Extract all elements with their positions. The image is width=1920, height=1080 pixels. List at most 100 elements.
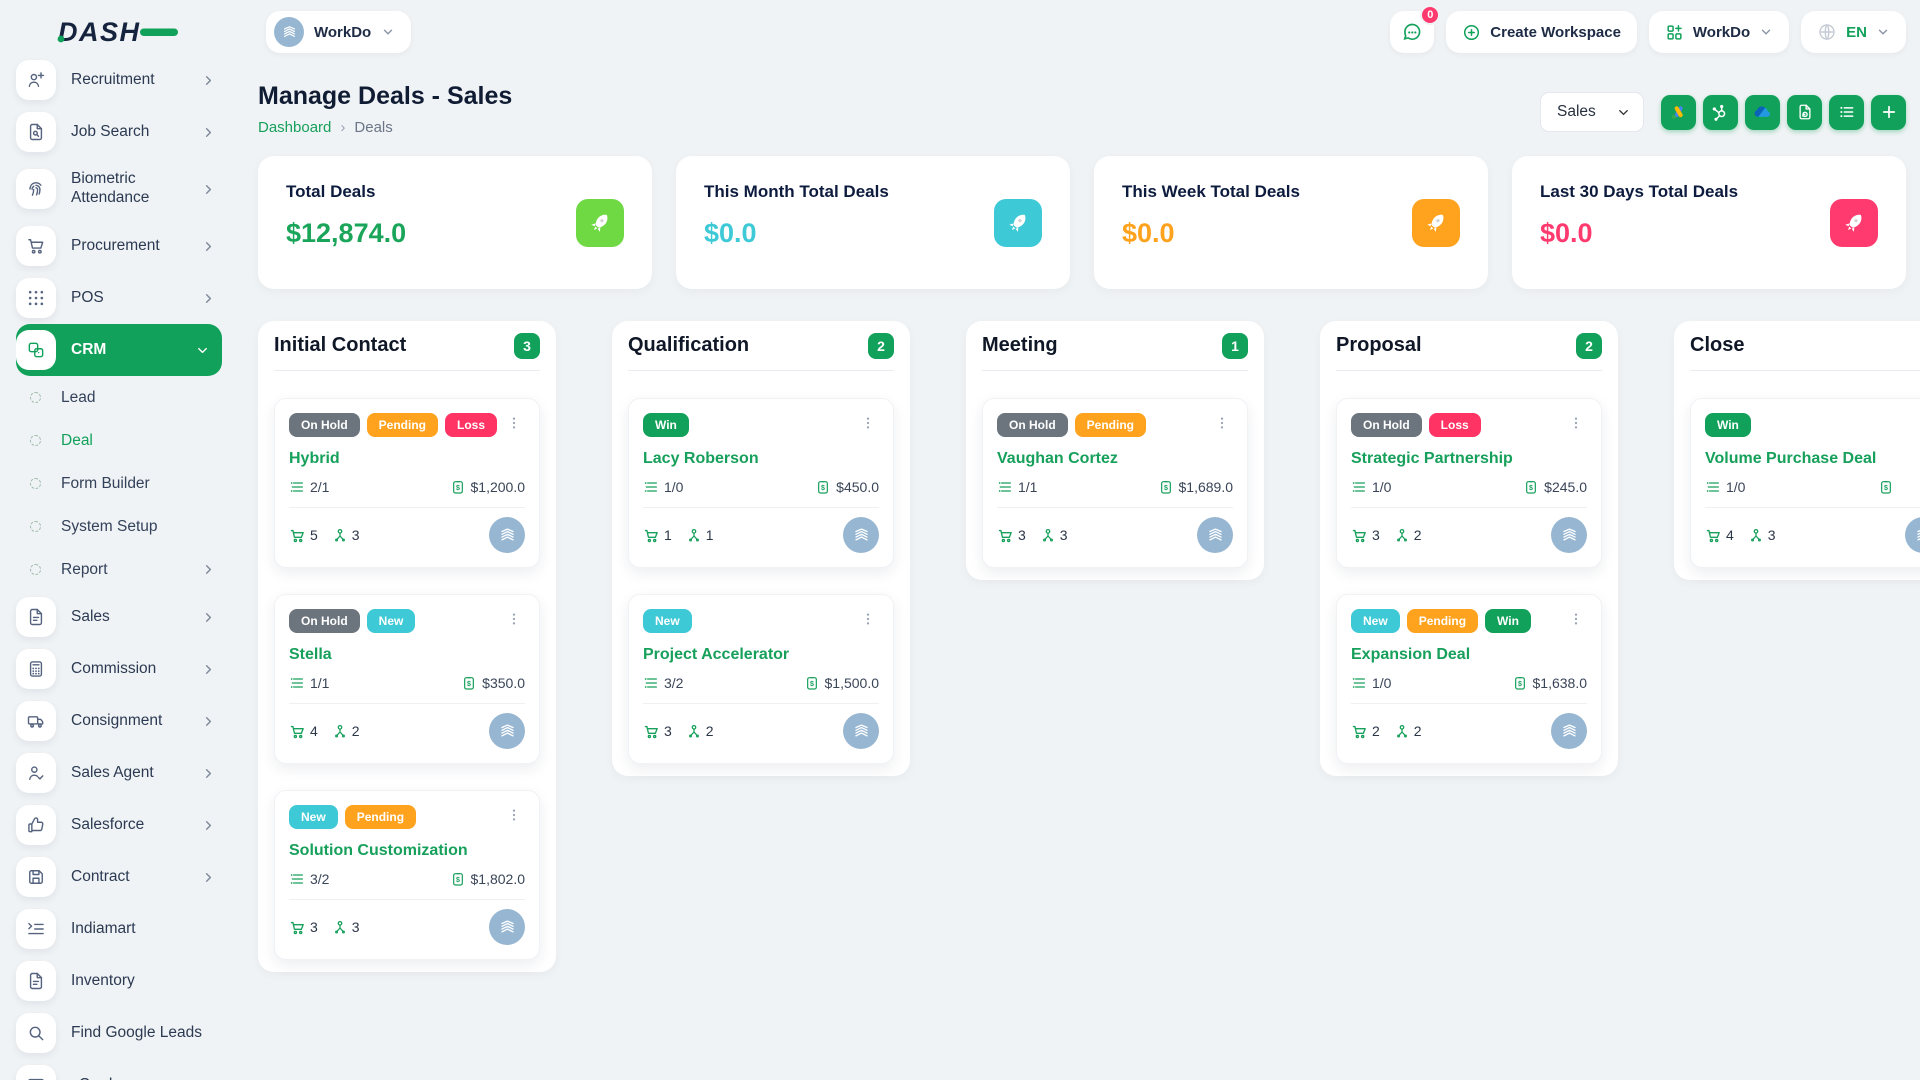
sidebar-item-salesforce[interactable]: Salesforce	[16, 799, 228, 851]
sidebar-item-find-google-leads[interactable]: Find Google Leads	[16, 1007, 228, 1059]
assignee-avatar[interactable]	[1551, 713, 1587, 749]
status-badge: Pending	[366, 413, 439, 437]
sidebar-subitem-system-setup[interactable]: System Setup	[16, 505, 228, 548]
workspace-switcher[interactable]: WorkDo	[1648, 11, 1790, 53]
sidebar-item-inventory[interactable]: Inventory	[16, 955, 228, 1007]
thumbs-up-icon	[16, 805, 56, 845]
onedrive-button[interactable]	[1745, 94, 1780, 130]
deal-card[interactable]: New Project Accelerator 3/2 $ $1,500.0 3	[628, 594, 894, 764]
sidebar-item-consignment[interactable]: Consignment	[16, 695, 228, 747]
sidebar-item-recruitment[interactable]: Recruitment	[16, 54, 228, 106]
building-icon	[854, 723, 868, 737]
workspace-pill[interactable]: WorkDo	[266, 11, 412, 53]
hubspot-button[interactable]	[1703, 94, 1738, 130]
status-badge: Pending	[1406, 609, 1479, 633]
assignee-avatar[interactable]	[843, 713, 879, 749]
column-title: Proposal	[1336, 334, 1422, 356]
assignee-avatar[interactable]	[489, 517, 525, 553]
svg-text:$: $	[467, 681, 471, 688]
stat-label: Total Deals	[286, 182, 376, 201]
assignee-avatar[interactable]	[1905, 517, 1920, 553]
deal-card[interactable]: Win Lacy Roberson 1/0 $ $450.0 1	[628, 398, 894, 568]
deal-title-link[interactable]: Stella	[289, 646, 332, 663]
deal-title-link[interactable]: Lacy Roberson	[643, 450, 759, 467]
deal-title-link[interactable]: Project Accelerator	[643, 646, 790, 663]
list-button[interactable]	[1829, 94, 1864, 130]
deal-title-link[interactable]: Solution Customization	[289, 842, 468, 859]
deal-title-link[interactable]: Strategic Partnership	[1351, 450, 1513, 467]
sidebar-item-job-search[interactable]: Job Search	[16, 106, 228, 158]
sidebar-item-commission[interactable]: Commission	[16, 643, 228, 695]
chevron-down-icon	[1878, 29, 1888, 35]
plus-button[interactable]	[1871, 94, 1906, 130]
kebab-menu-icon	[1574, 613, 1578, 625]
deal-tasks-count: 1/0	[664, 479, 684, 495]
sidebar-item-procurement[interactable]: Procurement	[16, 220, 228, 272]
sidebar-item-contract[interactable]: Contract	[16, 851, 228, 903]
assignee-avatar[interactable]	[1197, 517, 1233, 553]
export-document-button[interactable]	[1787, 94, 1822, 130]
card-menu-button[interactable]	[857, 413, 879, 433]
status-badge: Loss	[1428, 413, 1481, 437]
sidebar-item-sales[interactable]: Sales	[16, 591, 228, 643]
sidebar-item-indiamart[interactable]: Indiamart	[16, 903, 228, 955]
create-workspace-button[interactable]: Create Workspace	[1446, 11, 1637, 53]
svg-text:$: $	[1884, 485, 1888, 492]
deal-card[interactable]: Win Volume Purchase Deal 1/0 $ 4	[1690, 398, 1920, 568]
card-menu-button[interactable]	[503, 805, 525, 825]
deal-card[interactable]: New Pending Solution Customization 3/2 $ …	[274, 790, 540, 960]
document-search-icon	[16, 112, 56, 152]
deal-card[interactable]: On Hold Pending Loss Hybrid 2/1 $ $1,200.0…	[274, 398, 540, 568]
users-share-icon	[334, 724, 345, 738]
deal-title-link[interactable]: Expansion Deal	[1351, 646, 1471, 663]
sidebar-item-sales-agent[interactable]: Sales Agent	[16, 747, 228, 799]
deal-card[interactable]: On Hold Loss Strategic Partnership 1/0 $ …	[1336, 398, 1602, 568]
assignee-avatar[interactable]	[489, 909, 525, 945]
assignee-avatar[interactable]	[1551, 517, 1587, 553]
deal-card[interactable]: On Hold New Stella 1/1 $ $350.0 4	[274, 594, 540, 764]
app-logo[interactable]: DASH	[0, 14, 228, 50]
assignee-avatar[interactable]	[489, 713, 525, 749]
sidebar-item-pos[interactable]: POS	[16, 272, 228, 324]
users-share-icon	[688, 724, 699, 738]
sidebar-subitem-lead[interactable]: Lead	[16, 376, 228, 419]
deal-title-link[interactable]: Volume Purchase Deal	[1705, 450, 1877, 467]
sidebar-item-vcard[interactable]: vCard	[16, 1059, 228, 1080]
deal-card[interactable]: New Pending Win Expansion Deal 1/0 $ $1,63…	[1336, 594, 1602, 764]
sidebar-subitem-deal[interactable]: Deal	[16, 419, 228, 462]
deal-products-count: 3	[310, 919, 318, 935]
messages-button[interactable]: 0	[1390, 5, 1441, 53]
assignee-avatar[interactable]	[843, 517, 879, 553]
breadcrumb-dashboard-link[interactable]: Dashboard	[258, 119, 332, 136]
sidebar-subitem-form-builder[interactable]: Form Builder	[16, 462, 228, 505]
chevron-right-icon	[201, 291, 216, 306]
card-menu-button[interactable]	[857, 609, 879, 629]
kanban-column-close: Close Win Volume Purchase Deal 1/0 $	[1674, 321, 1920, 580]
card-menu-button[interactable]	[1211, 413, 1233, 433]
language-selector[interactable]: EN	[1801, 11, 1906, 53]
card-menu-button[interactable]	[1565, 413, 1587, 433]
bullet-circle-icon	[30, 392, 41, 403]
building-icon	[500, 919, 514, 933]
card-menu-button[interactable]	[503, 413, 525, 433]
sidebar-subitem-report[interactable]: Report	[16, 548, 228, 591]
deal-title-link[interactable]: Hybrid	[289, 450, 340, 467]
card-menu-button[interactable]	[1565, 609, 1587, 629]
deal-title-link[interactable]: Vaughan Cortez	[997, 450, 1118, 467]
users-share-icon	[1042, 528, 1053, 542]
card-menu-button[interactable]	[503, 609, 525, 629]
onedrive-icon	[1752, 102, 1773, 123]
status-badge: Pending	[344, 805, 417, 829]
sidebar-item-biometric-attendance[interactable]: Biometric Attendance	[16, 158, 228, 220]
pipeline-select[interactable]: Sales	[1540, 92, 1644, 132]
deal-card[interactable]: On Hold Pending Vaughan Cortez 1/1 $ $1,6…	[982, 398, 1248, 568]
task-list-icon	[644, 482, 657, 492]
building-icon	[283, 25, 295, 37]
chevron-down-icon	[1761, 29, 1771, 35]
money-clipboard-icon: $	[1526, 481, 1537, 494]
products-cart-icon	[1352, 725, 1366, 738]
plus-circle-icon	[1464, 24, 1480, 40]
sidebar-item-crm[interactable]: CRM	[16, 324, 222, 376]
google-ads-button[interactable]	[1661, 94, 1696, 130]
chevron-right-icon	[201, 662, 216, 677]
